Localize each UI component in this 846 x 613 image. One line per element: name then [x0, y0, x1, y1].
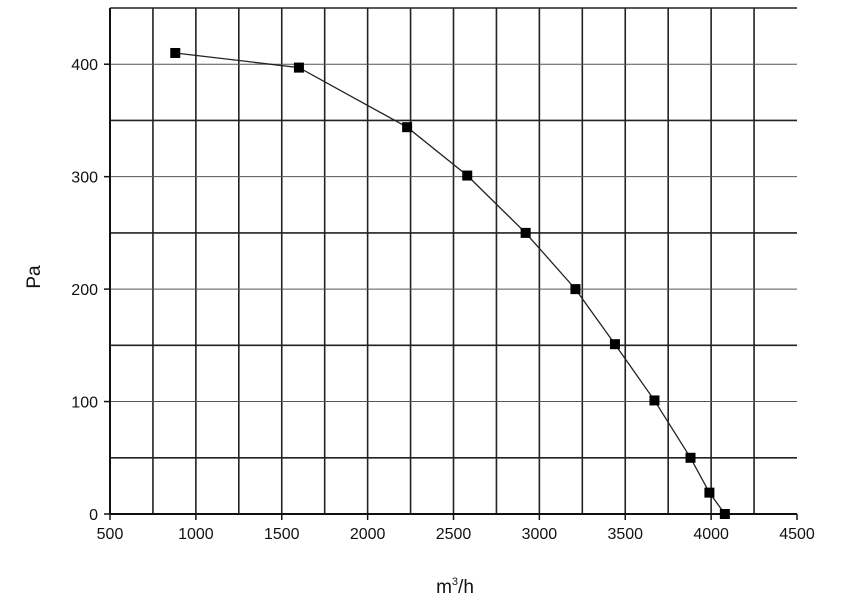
- data-point: [520, 227, 531, 238]
- x-tick-label: 2000: [350, 526, 386, 543]
- x-tick-label: 3000: [522, 526, 558, 543]
- y-tick-label: 300: [71, 170, 98, 187]
- x-axis-title: m3/h: [436, 576, 474, 598]
- y-tick-labels: 0 100 200 300 400: [71, 57, 98, 524]
- y-tick-label: 100: [71, 395, 98, 412]
- data-point: [170, 47, 181, 58]
- x-tick-label: 2500: [436, 526, 472, 543]
- y-tick-label: 0: [89, 507, 98, 524]
- x-tick-label: 3500: [607, 526, 643, 543]
- x-tick-label: 1000: [178, 526, 214, 543]
- x-tick-label: 500: [97, 526, 124, 543]
- data-point: [293, 62, 304, 73]
- x-tick-label: 4000: [693, 526, 729, 543]
- data-point: [609, 339, 620, 350]
- data-point: [402, 122, 413, 133]
- axes: [104, 8, 798, 520]
- data-point: [462, 170, 473, 181]
- series: [170, 47, 730, 519]
- data-point: [704, 487, 715, 498]
- y-tick-label: 200: [71, 282, 98, 299]
- data-point: [570, 284, 581, 295]
- grid: [110, 7, 797, 514]
- x-tick-label: 1500: [264, 526, 300, 543]
- y-tick-label: 400: [71, 57, 98, 74]
- data-point: [649, 395, 660, 406]
- data-point: [719, 509, 730, 519]
- x-tick-label: 4500: [779, 526, 815, 543]
- x-tick-labels: 500 1000 1500 2000 2500 3000 3500 4000 4500: [97, 526, 815, 543]
- y-axis-title: Pa: [24, 265, 45, 289]
- series-line: [175, 52, 726, 515]
- data-point: [685, 452, 696, 463]
